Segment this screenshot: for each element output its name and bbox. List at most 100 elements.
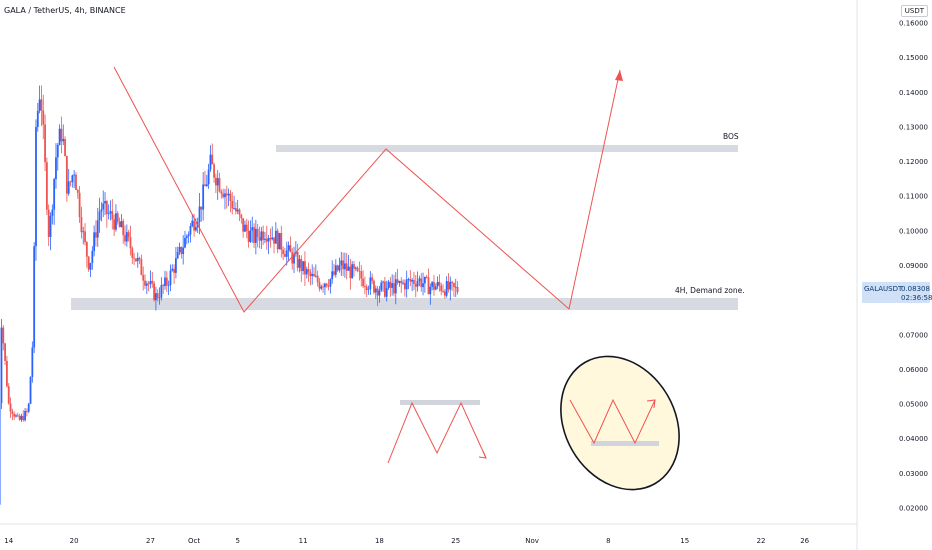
candle-body: [416, 280, 419, 287]
candle-body: [71, 175, 74, 183]
time-tick-label: 25: [451, 537, 460, 545]
currency-button[interactable]: USDT: [900, 5, 928, 17]
candle-body: [354, 267, 357, 269]
demand-zone-box: [71, 298, 738, 310]
candle-body: [289, 245, 292, 253]
candle-body: [133, 257, 136, 259]
candle-body: [100, 209, 103, 212]
candle-body: [402, 282, 404, 284]
candle-body: [180, 246, 183, 255]
candle-body: [35, 126, 37, 247]
time-axis[interactable]: 14 20 27 Oct 5 11 18 25 Nov 8 15 22 26: [4, 537, 809, 545]
candle-body: [169, 270, 172, 286]
candle-body: [7, 386, 10, 404]
candle-body: [251, 227, 254, 231]
candle-body: [327, 285, 330, 287]
candle-body: [260, 231, 263, 241]
candle-body: [231, 200, 234, 209]
candle-body: [22, 415, 25, 421]
candle-body: [115, 213, 117, 230]
candle-body: [394, 279, 397, 294]
candle-body: [400, 280, 403, 284]
candle-body: [287, 245, 290, 251]
candle-body: [304, 261, 306, 275]
candle-body: [151, 280, 154, 284]
price-tick-label: 0.06000: [899, 366, 928, 374]
candle-body: [360, 271, 363, 279]
candle-body: [182, 247, 185, 255]
candle-body: [220, 191, 223, 194]
candle-body: [425, 276, 428, 278]
candle-body: [42, 110, 45, 125]
candle-body: [9, 403, 12, 412]
candle-body: [27, 403, 30, 412]
candle-body: [213, 164, 215, 178]
candle-body: [369, 277, 372, 290]
price-tick-label: 0.13000: [899, 123, 928, 131]
candle-body: [96, 220, 99, 238]
candle-body: [422, 283, 424, 288]
candle-body: [76, 190, 79, 193]
candle-body: [82, 231, 85, 233]
candle-body: [280, 233, 283, 250]
candle-body: [93, 232, 96, 251]
candle-body: [449, 281, 452, 290]
candle-body: [331, 271, 334, 280]
candle-body: [338, 265, 341, 271]
pattern-zone-box: [400, 400, 480, 405]
candle-body: [198, 206, 201, 222]
candle-body: [189, 226, 192, 235]
candle-body: [136, 257, 139, 262]
pattern-arrowhead: [478, 450, 487, 459]
candle-body: [316, 275, 319, 283]
candle-body: [85, 242, 88, 257]
candle-body: [173, 268, 175, 273]
candle-body: [13, 414, 16, 417]
price-value: 0.08308: [901, 285, 930, 293]
candle-body: [256, 228, 259, 238]
candle-body: [222, 193, 225, 198]
candle-body: [176, 252, 179, 259]
candle-body: [207, 169, 210, 185]
candle-body: [273, 237, 275, 244]
candle-body: [265, 238, 268, 242]
candle-body: [145, 283, 148, 286]
candle-body: [56, 144, 59, 158]
candle-body: [380, 282, 383, 291]
candle-body: [376, 288, 379, 296]
candle-body: [434, 286, 437, 290]
candle-body: [418, 278, 421, 281]
candle-body: [267, 238, 270, 242]
candle-body: [276, 230, 279, 250]
candle-body: [194, 227, 197, 231]
candle-body: [269, 238, 272, 240]
bos-zone-box: [276, 145, 738, 152]
candle-body: [247, 230, 250, 242]
candle-body: [351, 264, 354, 279]
candle-body: [109, 211, 112, 214]
candle-body: [218, 178, 221, 192]
time-tick-label: 26: [800, 537, 809, 545]
candle-body: [227, 193, 230, 196]
candle-body: [318, 282, 321, 289]
candle-body: [258, 237, 261, 241]
candle-body: [443, 291, 446, 296]
candle-body: [49, 215, 52, 237]
candle-body: [254, 228, 257, 243]
candle-body: [278, 233, 281, 250]
time-tick-label: 27: [146, 537, 155, 545]
candle-body: [451, 281, 454, 284]
candle-body: [144, 280, 146, 286]
candle-body: [160, 285, 163, 298]
price-tick-label: 0.03000: [899, 470, 928, 478]
candle-body: [264, 238, 266, 240]
candle-body: [307, 269, 310, 273]
candle-body: [47, 209, 50, 237]
candle-body: [423, 276, 426, 284]
price-axis[interactable]: 0.16000 0.15000 0.14000 0.13000 0.12000 0.110…: [899, 20, 928, 513]
candle-body: [193, 220, 195, 231]
candle-body: [129, 237, 132, 249]
candle-body: [107, 213, 110, 215]
candle-body: [147, 283, 150, 285]
